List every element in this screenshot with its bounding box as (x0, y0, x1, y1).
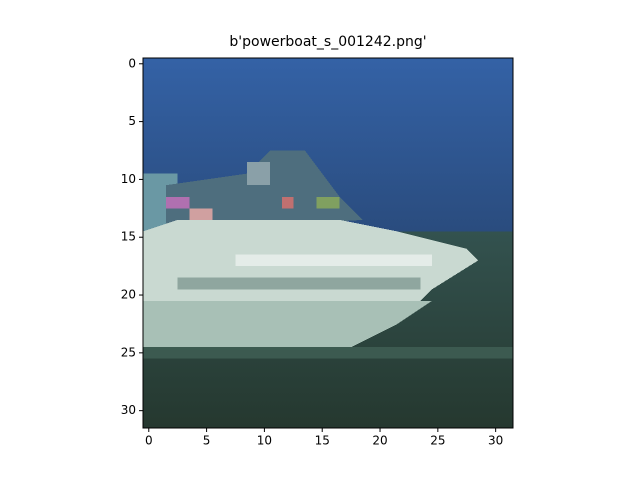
y-tick-label: 0 (128, 56, 136, 70)
plot-frame (142, 57, 514, 429)
x-tick-label: 25 (430, 434, 445, 448)
y-tick-label: 25 (121, 345, 136, 359)
x-tick-label: 10 (257, 434, 272, 448)
y-tick-label: 30 (121, 403, 136, 417)
image (143, 58, 513, 428)
y-tick-label: 15 (121, 230, 136, 244)
x-tick-label: 0 (145, 434, 153, 448)
x-tick-label: 20 (372, 434, 387, 448)
x-tick-label: 30 (488, 434, 503, 448)
y-tick-label: 5 (128, 114, 136, 128)
chart-title: b'powerboat_s_001242.png' (229, 34, 426, 50)
x-tick-label: 5 (203, 434, 211, 448)
y-tick-label: 20 (121, 288, 136, 302)
x-tick-label: 15 (315, 434, 330, 448)
y-tick-label: 10 (121, 172, 136, 186)
